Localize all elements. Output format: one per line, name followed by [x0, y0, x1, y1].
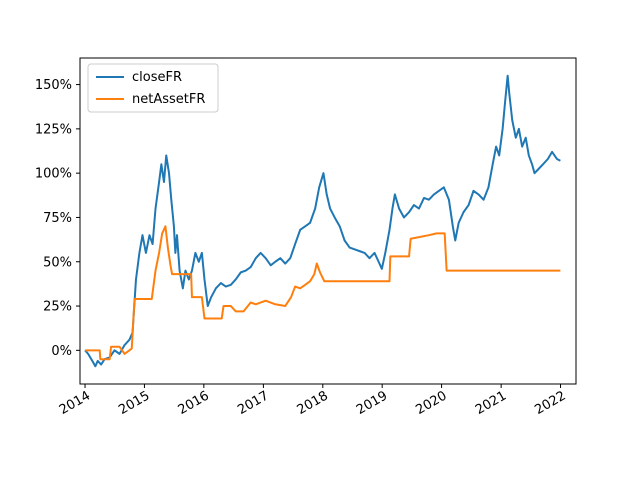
x-tick-label: 2020 — [413, 388, 449, 418]
y-axis: 0% 25% 50% 75% 100% 125% 150% — [35, 78, 80, 359]
legend-label-netassetfr: netAssetFR — [132, 92, 205, 107]
y-tick-label: 125% — [35, 122, 72, 137]
series-line-closefr — [84, 74, 561, 368]
x-tick-label: 2018 — [295, 388, 331, 418]
y-tick-label: 75% — [43, 211, 72, 226]
y-tick-label: 50% — [43, 255, 72, 270]
x-tick-label: 2017 — [235, 388, 271, 418]
y-tick-label: 100% — [35, 167, 72, 182]
legend: closeFR netAssetFR — [87, 63, 219, 113]
legend-label-closefr: closeFR — [132, 70, 182, 85]
series-line-netassetfr — [85, 225, 561, 361]
y-tick-label: 0% — [51, 344, 72, 359]
y-tick-label: 25% — [43, 300, 72, 315]
x-tick-label: 2016 — [176, 388, 212, 418]
series-layer — [84, 74, 561, 368]
x-tick-label: 2022 — [532, 388, 568, 418]
y-tick-label: 150% — [35, 78, 72, 93]
x-axis: 2014 2015 2016 2017 2018 2019 2020 2021 2022 — [57, 384, 569, 418]
x-tick-label: 2014 — [57, 388, 93, 418]
x-tick-label: 2019 — [354, 388, 390, 418]
x-tick-label: 2021 — [473, 388, 509, 418]
x-tick-label: 2015 — [116, 388, 152, 418]
